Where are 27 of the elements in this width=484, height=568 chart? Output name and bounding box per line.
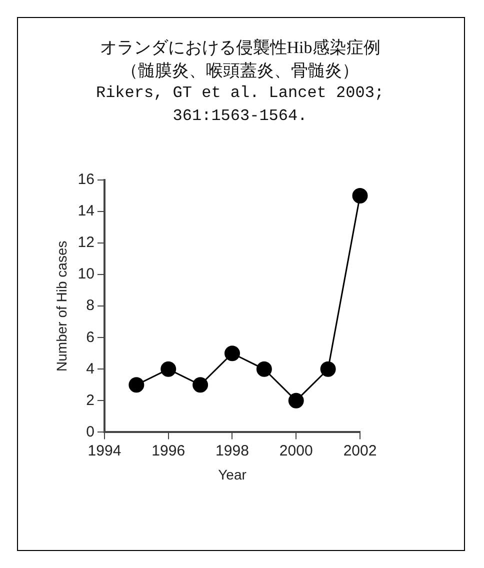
x-tick-label: 2002	[343, 442, 377, 460]
point	[288, 392, 304, 408]
y-tick-label: 14	[78, 202, 94, 220]
y-tick-label: 16	[78, 171, 94, 188]
x-tick-label: 2000	[279, 442, 313, 460]
text: Rikers, GT et al. Lancet 2003; 361:1563-1564.	[94, 83, 386, 127]
x-tick-label: 1994	[88, 442, 122, 460]
x-axis-title: Year	[218, 466, 247, 482]
point	[224, 346, 240, 362]
y-tick-label: 6	[86, 328, 94, 346]
x-tick-label: 1998	[216, 442, 249, 460]
y-tick-label: 0	[86, 423, 94, 440]
y-tick-label: 8	[86, 297, 94, 314]
point	[320, 361, 336, 377]
point	[128, 377, 144, 393]
y-tick-label: 4	[86, 360, 94, 378]
y-axis-title: Number of Hib cases	[53, 240, 70, 372]
point	[352, 188, 368, 204]
y-tick-label: 12	[78, 234, 94, 252]
point	[160, 361, 176, 377]
chart-subtitle: （髄膜炎、喉頭蓋炎、骨髄炎）	[120, 60, 360, 82]
chart-title: オランダにおける侵襲性Hib感染症例	[98, 37, 382, 59]
point	[192, 377, 208, 393]
y-tick-label: 2	[86, 392, 94, 409]
y-tick-label: 10	[78, 266, 94, 283]
x-tick-label: 1996	[152, 442, 186, 460]
point	[256, 361, 272, 377]
